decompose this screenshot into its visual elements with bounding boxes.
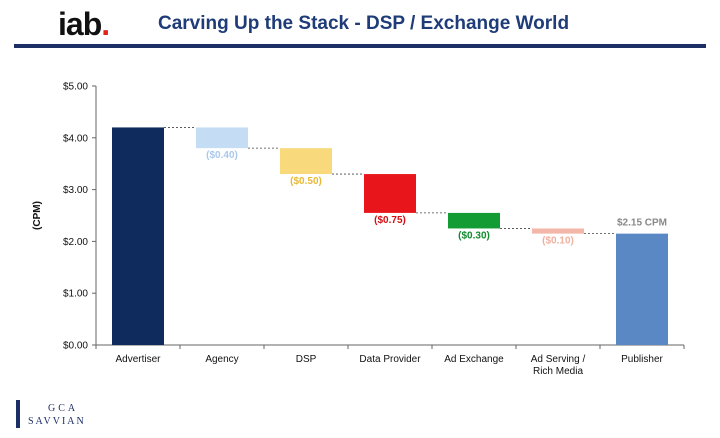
data-label: ($0.10) (542, 236, 574, 247)
y-tick-label: $2.00 (63, 237, 88, 248)
category-label: DSP (296, 354, 317, 365)
page-title: Carving Up the Stack - DSP / Exchange Wo… (158, 13, 570, 34)
category-label: Agency (205, 354, 238, 365)
data-label: ($0.30) (458, 230, 490, 241)
category-label: Ad Exchange (444, 354, 504, 365)
logo-dot: . (101, 6, 110, 42)
y-tick-label: $3.00 (63, 185, 88, 196)
header: iab. Carving Up the Stack - DSP / Exchan… (0, 0, 720, 48)
data-label: ($0.40) (206, 150, 238, 161)
data-label: ($0.75) (374, 215, 406, 226)
category-label: Data Provider (359, 354, 421, 365)
logo-line2: SAVVIAN (28, 416, 86, 427)
data-label: ($0.50) (290, 176, 322, 187)
y-tick-label: $5.00 (63, 82, 88, 93)
category-label: Rich Media (533, 366, 583, 377)
y-axis-label: (CPM) (32, 201, 43, 230)
data-label: $2.15 CPM (617, 218, 667, 229)
y-tick-label: $1.00 (63, 289, 88, 300)
category-label: Advertiser (115, 354, 161, 365)
bar (616, 233, 668, 345)
bar (448, 212, 500, 229)
logo-text: iab (58, 6, 102, 42)
bar (196, 127, 248, 149)
bar (112, 127, 164, 345)
logo-bar (16, 400, 20, 428)
header-rule (14, 44, 706, 48)
category-label: Publisher (621, 354, 663, 365)
y-tick-label: $0.00 (63, 341, 88, 352)
bar (280, 148, 332, 175)
logo-line1: GCA (48, 403, 79, 414)
gca-savvian-logo: GCA SAVVIAN (16, 398, 126, 432)
y-tick-label: $4.00 (63, 133, 88, 144)
bar (532, 228, 584, 234)
category-label: Ad Serving / (531, 354, 586, 365)
bar (364, 174, 416, 213)
iab-logo: iab. (58, 6, 110, 43)
